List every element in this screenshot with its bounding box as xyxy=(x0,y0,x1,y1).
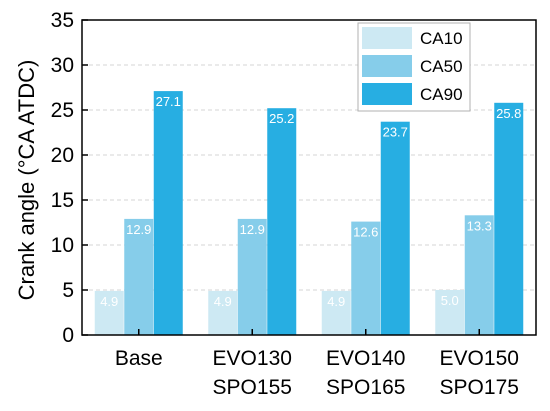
data-label: 27.1 xyxy=(156,94,181,109)
legend-swatch-ca10 xyxy=(362,27,412,49)
bars xyxy=(94,91,524,335)
axes xyxy=(81,19,537,336)
legend-label: CA10 xyxy=(420,29,463,48)
y-tick-label: 10 xyxy=(51,234,74,257)
legend-swatch-ca50 xyxy=(362,55,412,77)
data-label: 12.9 xyxy=(126,222,151,237)
x-category-labels: Base EVO130 SPO155 EVO140 SPO165 EVO150 SPO175 xyxy=(115,347,519,399)
y-tick-labels: 0 5 10 15 20 25 30 35 xyxy=(51,9,74,347)
bar-ca50 xyxy=(124,218,154,335)
bar-ca10 xyxy=(94,290,124,335)
x-category-label: Base xyxy=(115,347,163,370)
bar-ca90 xyxy=(267,108,297,335)
y-tick-label: 25 xyxy=(51,99,74,122)
x-category-label: SPO175 xyxy=(440,376,519,399)
y-tick-label: 35 xyxy=(51,9,74,32)
bar-ca50 xyxy=(237,218,267,335)
data-label: 4.9 xyxy=(327,294,345,309)
bar-ca90 xyxy=(494,102,524,335)
data-label: 5.0 xyxy=(441,293,459,308)
bar-ca90 xyxy=(380,121,410,335)
bar-ca10 xyxy=(321,290,351,335)
bar-ca50 xyxy=(351,221,381,335)
legend-label: CA90 xyxy=(420,85,463,104)
y-tick-label: 0 xyxy=(62,324,74,347)
data-label: 12.9 xyxy=(240,222,265,237)
plot-frame xyxy=(81,19,537,336)
bar-ca10 xyxy=(435,290,465,335)
x-category-label: EVO140 xyxy=(326,347,405,370)
data-label: 23.7 xyxy=(383,125,408,140)
x-category-label: EVO130 xyxy=(213,347,292,370)
x-category-label: SPO165 xyxy=(326,376,405,399)
x-category-label: EVO150 xyxy=(440,347,519,370)
legend-swatch-ca90 xyxy=(362,83,412,105)
data-label: 13.3 xyxy=(467,218,492,233)
y-tick-label: 15 xyxy=(51,189,74,212)
data-label: 12.6 xyxy=(353,225,378,240)
y-tick-label: 5 xyxy=(62,279,74,302)
y-tick-label: 30 xyxy=(51,54,74,77)
y-tick-label: 20 xyxy=(51,144,74,167)
data-label: 4.9 xyxy=(100,294,118,309)
legend: CA10 CA50 CA90 xyxy=(357,22,471,112)
y-axis-title: Crank angle (°CA ATDC) xyxy=(14,60,39,301)
data-label: 4.9 xyxy=(214,294,232,309)
bar-ca90 xyxy=(153,91,183,335)
bar-ca10 xyxy=(208,290,238,335)
data-label: 25.8 xyxy=(496,106,521,121)
data-labels: 4.9 12.9 27.1 4.9 12.9 25.2 4.9 12.6 23.7 5.0 13.3… xyxy=(100,94,521,309)
legend-label: CA50 xyxy=(420,57,463,76)
x-category-label: SPO155 xyxy=(213,376,292,399)
data-label: 25.2 xyxy=(269,111,294,126)
bar-ca50 xyxy=(464,215,494,335)
